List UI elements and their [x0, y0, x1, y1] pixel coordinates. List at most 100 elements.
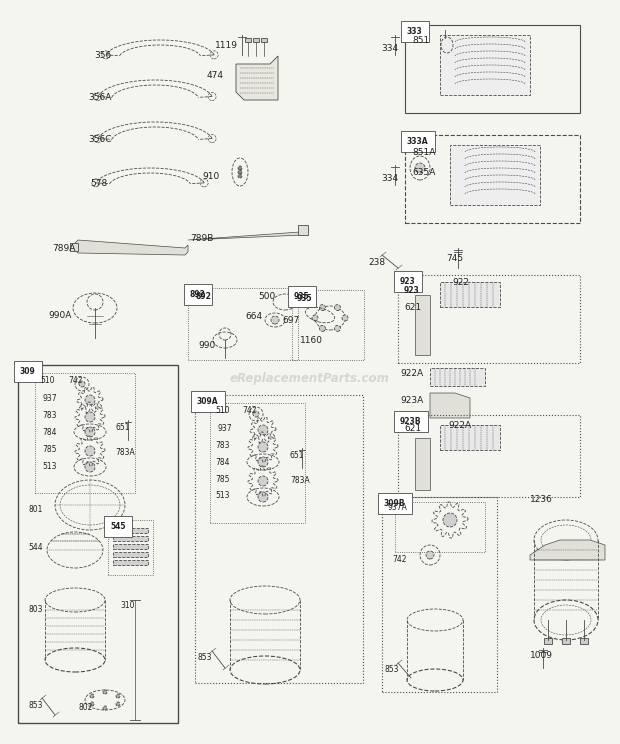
- Bar: [382, 497, 497, 692]
- Bar: [253, 38, 259, 42]
- Circle shape: [312, 315, 318, 321]
- Bar: [113, 560, 148, 565]
- Text: 922A: 922A: [400, 368, 423, 377]
- Circle shape: [103, 706, 107, 710]
- Circle shape: [258, 457, 268, 467]
- Text: 651: 651: [115, 423, 130, 432]
- Text: 923B: 923B: [400, 417, 422, 426]
- Text: 309A: 309A: [197, 397, 219, 406]
- Bar: [210, 403, 305, 523]
- Bar: [108, 520, 153, 575]
- Text: 578: 578: [90, 179, 107, 187]
- Text: 356: 356: [94, 51, 111, 60]
- Text: 664: 664: [245, 312, 262, 321]
- Text: 309: 309: [20, 367, 36, 376]
- Text: 922A: 922A: [448, 420, 471, 429]
- Text: 513: 513: [215, 492, 229, 501]
- Circle shape: [258, 425, 268, 435]
- Bar: [405, 25, 580, 113]
- Text: 651: 651: [290, 451, 304, 460]
- Text: 635A: 635A: [412, 167, 435, 176]
- Polygon shape: [236, 56, 278, 100]
- Text: 802: 802: [78, 704, 92, 713]
- Text: 910: 910: [203, 172, 220, 181]
- Text: 923A: 923A: [400, 396, 423, 405]
- Text: 544: 544: [28, 544, 43, 553]
- Bar: [450, 145, 540, 205]
- Polygon shape: [75, 240, 188, 255]
- Text: 853: 853: [385, 665, 399, 675]
- Text: 789A: 789A: [52, 243, 76, 252]
- Circle shape: [258, 492, 268, 502]
- Text: 742: 742: [242, 405, 257, 414]
- Text: 892: 892: [195, 292, 211, 301]
- Text: 935: 935: [294, 292, 309, 301]
- Text: 742: 742: [392, 556, 407, 565]
- Text: 923: 923: [404, 286, 420, 295]
- Circle shape: [426, 551, 434, 559]
- Text: 784: 784: [215, 458, 229, 466]
- Circle shape: [90, 702, 94, 706]
- Circle shape: [85, 395, 95, 405]
- Polygon shape: [430, 393, 470, 418]
- Bar: [18, 365, 178, 723]
- Polygon shape: [188, 229, 306, 240]
- Bar: [195, 395, 363, 683]
- Bar: [113, 544, 148, 549]
- Bar: [430, 368, 485, 386]
- Text: 937A: 937A: [388, 502, 408, 512]
- Bar: [188, 288, 298, 360]
- Text: 510: 510: [40, 376, 55, 385]
- Text: 851: 851: [412, 36, 429, 45]
- Bar: [245, 38, 251, 42]
- Text: 783: 783: [42, 411, 56, 420]
- Bar: [113, 536, 148, 541]
- Circle shape: [258, 442, 268, 452]
- Bar: [440, 425, 500, 450]
- Circle shape: [116, 694, 120, 698]
- Text: 1236: 1236: [530, 496, 553, 504]
- Text: 935: 935: [297, 293, 312, 303]
- Circle shape: [85, 412, 95, 422]
- Text: 500: 500: [258, 292, 275, 301]
- Bar: [405, 135, 580, 223]
- Text: 785: 785: [42, 444, 56, 454]
- Bar: [70, 243, 78, 251]
- Polygon shape: [415, 438, 430, 490]
- Bar: [298, 225, 308, 235]
- Text: 545: 545: [110, 522, 125, 531]
- Polygon shape: [415, 295, 430, 355]
- Text: 513: 513: [42, 461, 56, 470]
- Text: 784: 784: [42, 428, 56, 437]
- Circle shape: [238, 166, 242, 170]
- Circle shape: [415, 163, 425, 173]
- Bar: [440, 282, 500, 307]
- Text: 238: 238: [368, 257, 385, 266]
- Bar: [35, 373, 135, 493]
- Bar: [562, 638, 570, 644]
- Bar: [398, 415, 580, 497]
- Text: 621: 621: [404, 303, 421, 312]
- Text: 310: 310: [120, 600, 135, 609]
- Circle shape: [85, 446, 95, 456]
- Text: 785: 785: [215, 475, 229, 484]
- Polygon shape: [530, 540, 605, 560]
- Circle shape: [335, 325, 340, 331]
- Text: 333A: 333A: [407, 137, 428, 146]
- Circle shape: [90, 694, 94, 698]
- Text: 745: 745: [446, 254, 463, 263]
- Text: 621: 621: [404, 423, 421, 432]
- Text: 853: 853: [28, 701, 43, 710]
- Bar: [580, 638, 588, 644]
- Text: 783A: 783A: [290, 475, 310, 484]
- Circle shape: [443, 513, 457, 527]
- Text: 697: 697: [282, 315, 299, 324]
- Text: 783: 783: [215, 440, 229, 449]
- Circle shape: [85, 462, 95, 472]
- Text: 334: 334: [381, 173, 398, 182]
- Bar: [261, 38, 267, 42]
- Circle shape: [319, 325, 326, 331]
- Circle shape: [319, 304, 326, 310]
- Text: 1009: 1009: [530, 650, 553, 659]
- Bar: [292, 290, 364, 360]
